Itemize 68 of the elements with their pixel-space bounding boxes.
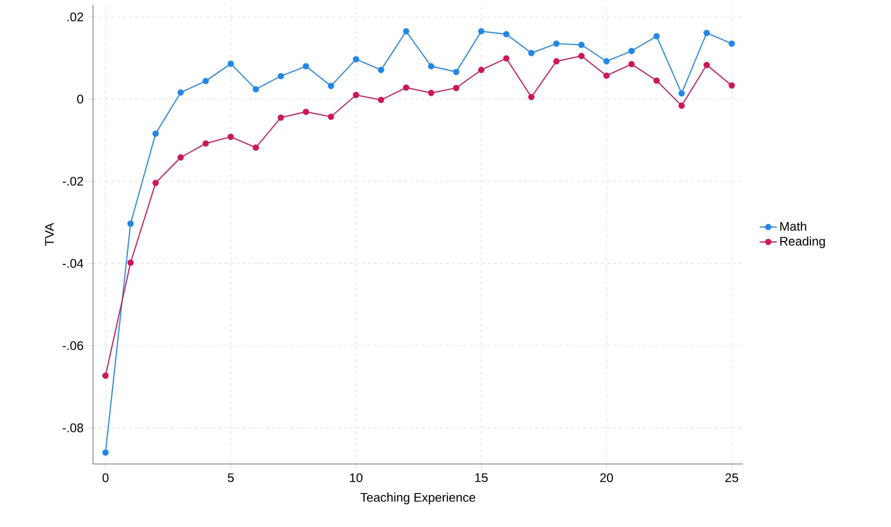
- point: [178, 89, 184, 96]
- point: [228, 134, 234, 140]
- point: [478, 66, 484, 74]
- x-tick-label: 0: [102, 473, 109, 482]
- point: [653, 77, 660, 84]
- point: [453, 68, 460, 76]
- point: [127, 259, 134, 266]
- y-tick-label: -.08: [62, 423, 84, 432]
- point: [178, 154, 184, 161]
- point: [102, 449, 109, 456]
- x-axis-title: Teaching Experience: [360, 492, 476, 504]
- point: [252, 144, 259, 151]
- point: [678, 102, 685, 109]
- point: [478, 28, 484, 34]
- point: [704, 62, 710, 68]
- point: [278, 72, 284, 80]
- x-tick-label: 20: [600, 473, 613, 482]
- point: [578, 52, 585, 60]
- y-tick-label: 0: [77, 94, 84, 104]
- point: [228, 60, 234, 67]
- point: [553, 58, 560, 64]
- x-tick-label: 25: [725, 473, 738, 482]
- point: [152, 180, 159, 186]
- point: [402, 84, 410, 91]
- legend-label: Reading: [780, 236, 825, 248]
- point: [528, 50, 534, 56]
- point: [628, 61, 635, 68]
- y-tick-label: .02: [67, 12, 84, 22]
- point: [503, 31, 510, 38]
- point: [378, 66, 384, 74]
- point: [278, 114, 284, 121]
- point: [603, 72, 610, 79]
- point: [102, 372, 109, 379]
- x-tick-label: 10: [350, 473, 362, 482]
- point: [378, 96, 384, 104]
- point: [352, 92, 360, 98]
- legend-label: Math: [780, 222, 806, 231]
- point: [202, 78, 209, 84]
- y-tick-label: -.06: [62, 341, 84, 350]
- point: [728, 40, 735, 47]
- point: [453, 84, 460, 92]
- point: [528, 94, 534, 100]
- point: [603, 58, 610, 64]
- point: [352, 56, 360, 62]
- y-tick-label: -.02: [62, 176, 84, 186]
- x-tick-label: 15: [475, 473, 488, 482]
- point: [553, 40, 560, 47]
- point: [428, 90, 434, 96]
- point: [302, 108, 310, 115]
- point: [152, 130, 159, 137]
- point: [328, 82, 334, 90]
- point: [678, 90, 685, 96]
- point: [578, 42, 585, 48]
- y-axis-title: TVA: [45, 222, 54, 246]
- point: [328, 114, 334, 120]
- point: [202, 140, 209, 147]
- x-tick-label: 5: [228, 473, 234, 482]
- point: [728, 82, 735, 89]
- point: [302, 63, 310, 70]
- point: [252, 86, 259, 92]
- point: [653, 33, 660, 40]
- point: [704, 30, 710, 36]
- y-tick-label: -.04: [62, 259, 84, 268]
- point: [402, 28, 410, 34]
- point: [127, 220, 134, 227]
- point: [503, 55, 510, 62]
- point: [628, 48, 635, 54]
- point: [428, 63, 434, 70]
